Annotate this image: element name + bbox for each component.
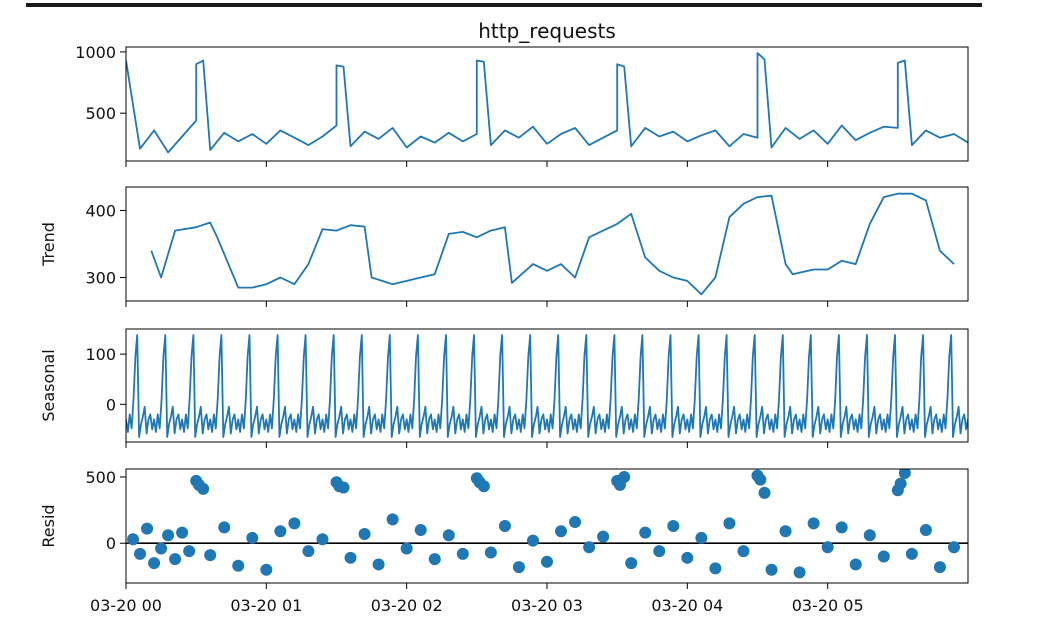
resid-point — [162, 529, 175, 542]
trend-panel-frame — [125, 186, 969, 302]
resid-point — [835, 521, 848, 534]
trend-series-line — [150, 192, 955, 296]
resid-point — [204, 549, 217, 562]
resid-point — [653, 545, 666, 558]
seasonal-series-line — [126, 334, 968, 438]
observed-ytick-label: 500 — [85, 104, 116, 123]
resid-point — [526, 534, 539, 547]
seasonal-ytick-label: 0 — [106, 395, 116, 414]
resid-point — [807, 517, 820, 530]
resid-point — [337, 481, 350, 494]
resid-point — [821, 541, 834, 554]
top-divider-bar — [26, 3, 982, 7]
resid-point — [169, 553, 182, 566]
x-tick-label: 03-20 01 — [230, 596, 302, 615]
resid-point — [316, 533, 329, 546]
seasonal-ytick-label: 100 — [85, 345, 116, 364]
resid-point — [765, 563, 778, 576]
trend-ylabel: Trend — [39, 222, 58, 267]
resid-point — [919, 523, 932, 536]
resid-point — [386, 513, 399, 526]
resid-point — [344, 551, 357, 564]
resid-point — [498, 520, 511, 532]
resid-point — [905, 547, 918, 560]
resid-point — [232, 559, 245, 572]
resid-point — [197, 482, 210, 495]
resid-point — [260, 563, 273, 576]
resid-point — [863, 529, 876, 542]
resid-point — [947, 541, 960, 554]
x-tick-label: 03-20 00 — [90, 596, 162, 615]
resid-point — [358, 527, 371, 540]
resid-point — [477, 480, 490, 493]
x-tick-label: 03-20 05 — [792, 596, 864, 615]
resid-point — [541, 555, 553, 568]
resid-point — [597, 530, 610, 543]
resid-point — [288, 517, 301, 530]
resid-point — [933, 561, 946, 574]
resid-point — [723, 517, 736, 530]
resid-panel-frame — [125, 468, 969, 584]
seasonal-ylabel: Seasonal — [39, 349, 58, 421]
resid-point — [428, 553, 441, 566]
resid-point — [569, 516, 582, 529]
resid-point — [274, 525, 287, 538]
resid-point — [849, 558, 862, 571]
resid-point — [218, 521, 231, 534]
resid-point — [625, 557, 638, 570]
resid-point — [709, 562, 722, 575]
resid-point — [754, 473, 767, 486]
chart-title: http_requests — [478, 19, 616, 43]
x-tick-label: 03-20 03 — [511, 596, 583, 615]
seasonal-panel-frame — [125, 328, 969, 443]
resid-ylabel: Resid — [39, 504, 58, 547]
x-tick-label: 03-20 04 — [651, 596, 723, 615]
trend-ytick-label: 300 — [85, 269, 116, 288]
resid-point — [639, 526, 652, 539]
resid-point — [512, 561, 525, 574]
resid-point — [793, 566, 806, 579]
resid-point — [302, 545, 315, 558]
resid-point — [155, 542, 168, 555]
x-tick-label: 03-20 02 — [371, 596, 443, 615]
resid-point — [176, 526, 189, 539]
resid-point — [894, 477, 907, 490]
resid-point — [877, 550, 890, 563]
resid-ytick-label: 0 — [106, 534, 116, 553]
resid-point — [695, 531, 708, 544]
resid-point — [681, 551, 694, 564]
observed-panel-frame — [125, 46, 969, 162]
observed-ytick-label: 1000 — [75, 43, 116, 62]
resid-point — [737, 545, 750, 558]
resid-point — [400, 542, 413, 555]
resid-point — [127, 533, 140, 546]
resid-point — [555, 525, 568, 538]
resid-point — [148, 557, 161, 570]
resid-point — [246, 531, 259, 544]
resid-point — [898, 469, 911, 479]
resid-point — [442, 529, 455, 542]
resid-point — [618, 470, 631, 483]
observed-series-line — [126, 52, 968, 154]
resid-point — [141, 522, 154, 535]
resid-point — [583, 541, 596, 554]
resid-point — [456, 547, 469, 560]
resid-point — [372, 558, 385, 571]
resid-point — [414, 523, 427, 536]
resid-point — [667, 520, 680, 532]
resid-point — [183, 545, 196, 558]
resid-point — [758, 486, 771, 499]
trend-ytick-label: 400 — [85, 201, 116, 220]
resid-point — [779, 525, 792, 538]
resid-ytick-label: 500 — [85, 468, 116, 487]
resid-point — [484, 546, 497, 559]
resid-point — [134, 547, 147, 560]
